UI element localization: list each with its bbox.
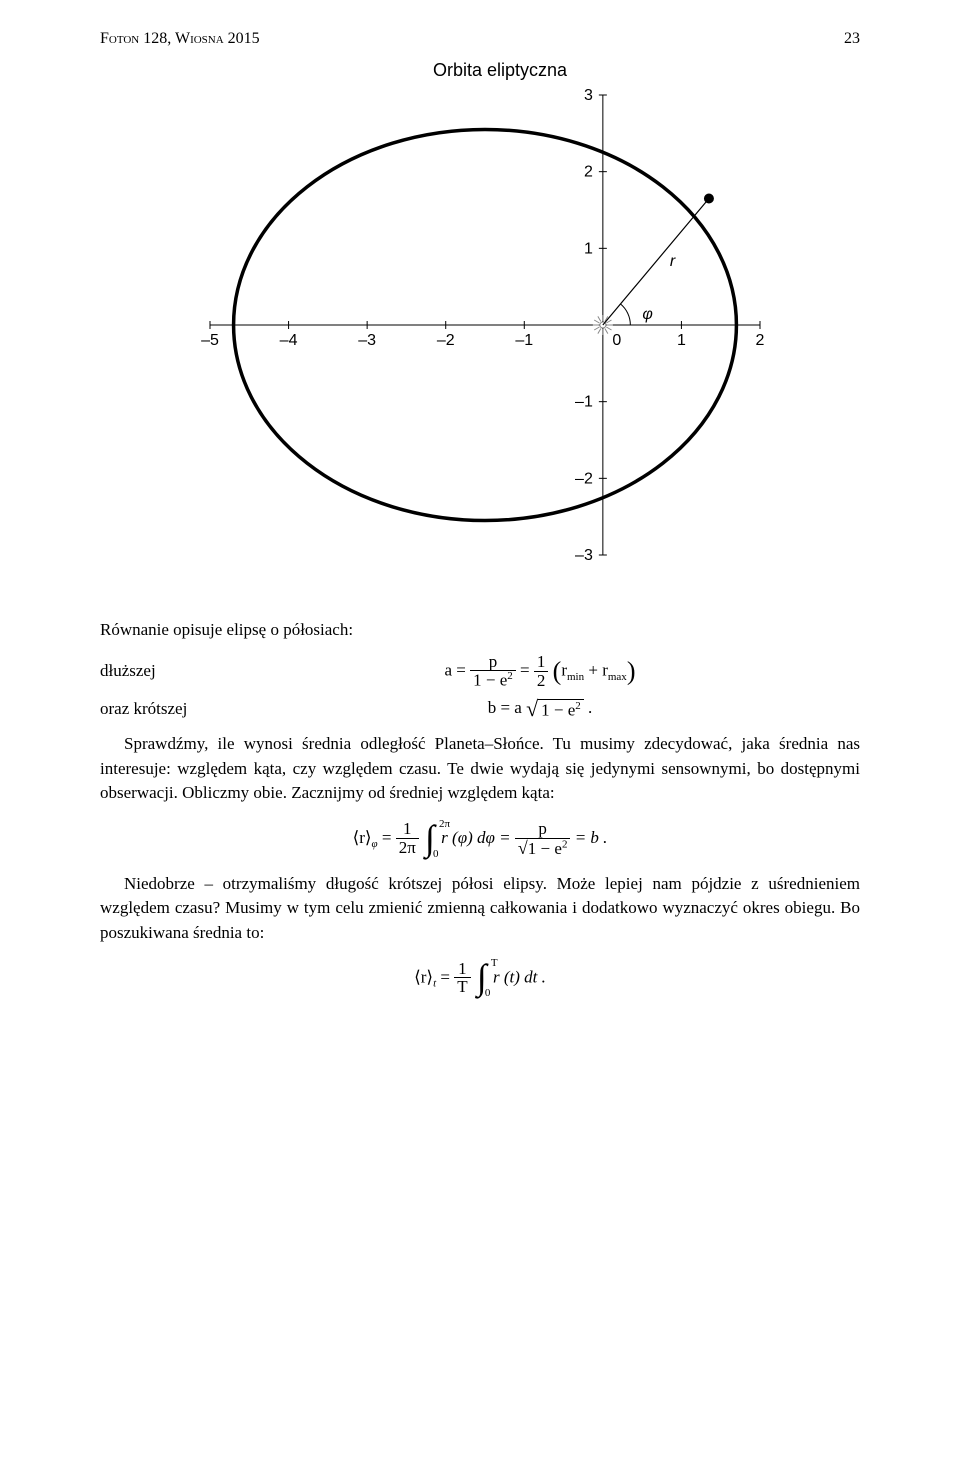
orbit-chart: Orbita eliptyczna –5 –4 –3 –2 –1 1 2 –3 –2 –1 1 2 3 0… — [100, 60, 860, 590]
svg-text:φ: φ — [642, 306, 652, 323]
eq-semi-major: dłuższej a = p 1 − e2 = 1 2 (rmin + rmax… — [100, 653, 860, 690]
paragraph-2: Niedobrze – otrzymaliśmy długość krótsze… — [100, 872, 860, 946]
shorter-axis-label: oraz krótszej — [100, 699, 220, 719]
svg-text:–4: –4 — [280, 332, 298, 349]
svg-text:r: r — [670, 253, 676, 270]
svg-text:2: 2 — [756, 332, 765, 349]
svg-text:0: 0 — [612, 332, 621, 349]
eq-mean-t: ⟨r⟩t = 1 T T ∫ 0 r (t) dt . — [100, 960, 860, 997]
eq-mean-phi: ⟨r⟩φ = 1 2π 2π ∫ 0 r (φ) dφ = p √1 − e2 … — [100, 820, 860, 858]
header-left: Foton 128, Wiosna 2015 — [100, 30, 260, 48]
eq-semi-minor: oraz krótszej b = a √1 − e2 . — [100, 696, 860, 722]
svg-text:3: 3 — [584, 87, 593, 104]
eq-a: a = p 1 − e2 = 1 2 (rmin + rmax) — [220, 653, 860, 690]
svg-text:1: 1 — [584, 240, 593, 257]
paragraph-1: Sprawdźmy, ile wynosi średnia odległość … — [100, 732, 860, 806]
svg-text:–5: –5 — [201, 332, 219, 349]
page: Foton 128, Wiosna 2015 23 Orbita eliptyc… — [0, 0, 960, 1050]
svg-text:–2: –2 — [437, 332, 455, 349]
svg-text:–1: –1 — [515, 332, 533, 349]
svg-text:2: 2 — [584, 164, 593, 181]
svg-text:1: 1 — [677, 332, 686, 349]
orbit-svg: –5 –4 –3 –2 –1 1 2 –3 –2 –1 1 2 3 0 φ r — [170, 85, 790, 585]
header-page-number: 23 — [844, 30, 860, 48]
svg-text:–3: –3 — [575, 547, 593, 564]
eq-b: b = a √1 − e2 . — [220, 696, 860, 722]
longer-axis-label: dłuższej — [100, 661, 220, 681]
chart-title: Orbita eliptyczna — [140, 60, 860, 81]
intro-text: Równanie opisuje elipsę o półosiach: — [100, 618, 860, 643]
page-header: Foton 128, Wiosna 2015 23 — [100, 30, 860, 48]
svg-text:–3: –3 — [358, 332, 376, 349]
svg-text:–2: –2 — [575, 470, 593, 487]
svg-text:–1: –1 — [575, 394, 593, 411]
